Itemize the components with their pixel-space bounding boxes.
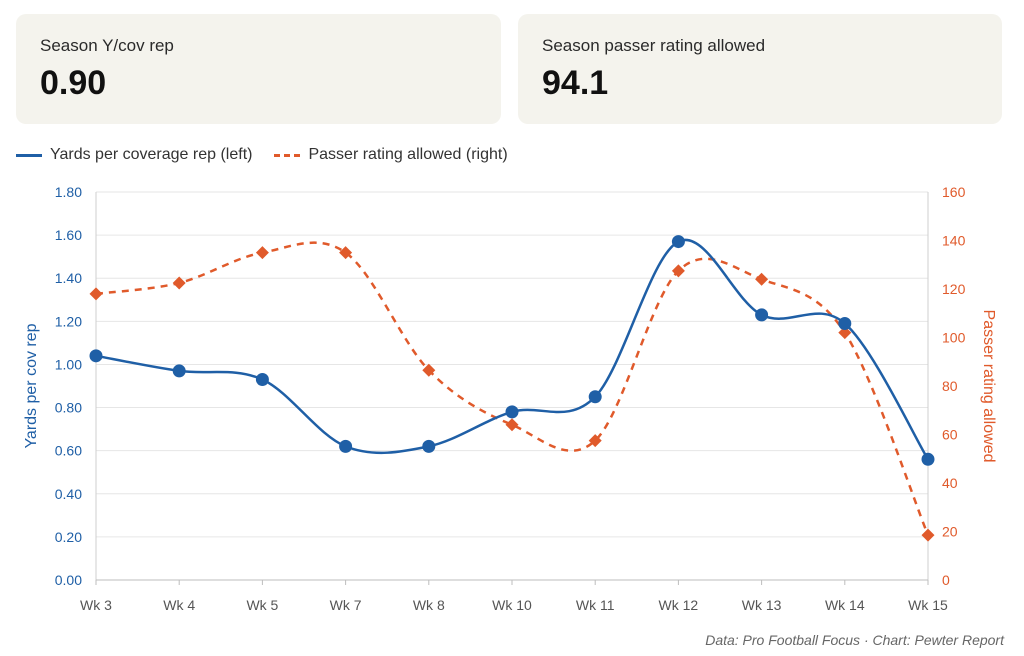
passer-rating-point <box>339 246 353 260</box>
yards-point <box>89 349 103 363</box>
legend-item-yards[interactable]: Yards per coverage rep (left) <box>16 146 252 164</box>
passer-rating-point <box>588 434 602 448</box>
series-yards-line <box>95 238 930 460</box>
y-left-tick-label: 1.80 <box>55 184 82 200</box>
y-left-tick-label: 0.20 <box>55 529 82 545</box>
passer-rating-point <box>172 276 186 290</box>
x-tick-label: Wk 5 <box>246 597 278 613</box>
x-tick-label: Wk 13 <box>742 597 782 613</box>
yards-point <box>671 235 685 249</box>
legend-label: Yards per coverage rep (left) <box>50 146 253 163</box>
stat-card-label: Season Y/cov rep <box>40 36 174 55</box>
y-right-tick-label: 20 <box>942 524 958 540</box>
yards-point <box>339 439 353 453</box>
yards-point <box>505 405 519 419</box>
passer-rating-point <box>255 246 269 260</box>
y-left-tick-label: 0.00 <box>55 572 82 588</box>
y-left-axis-title: Yards per cov rep <box>23 323 40 448</box>
passer-rating-point <box>422 363 436 377</box>
yards-point <box>422 439 436 453</box>
dual-axis-line-chart: 0.00 0.20 0.40 0.60 0.80 1.00 1.20 1.40 1.60 1.80… <box>23 184 997 613</box>
passer-rating-point <box>755 272 769 286</box>
stat-card-value: 94.1 <box>542 64 609 102</box>
passer-rating-point <box>921 528 935 542</box>
y-right-tick-label: 80 <box>942 378 958 394</box>
yards-point <box>838 316 852 330</box>
stat-card-passer-rating: Season passer rating allowed 94.1 <box>518 14 1002 124</box>
stat-card-label: Season passer rating allowed <box>542 36 766 55</box>
y-left-tick-label: 1.20 <box>55 313 82 329</box>
y-right-tick-label: 120 <box>942 281 966 297</box>
x-tick-label: Wk 4 <box>163 597 195 613</box>
series-passer-rating-line <box>95 241 930 536</box>
x-tick-label: Wk 14 <box>825 597 865 613</box>
passer-rating-point <box>838 326 852 340</box>
yards-point <box>255 373 269 387</box>
yards-point <box>588 390 602 404</box>
source-credit: Data: Pro Football Focus · Chart: Pewter… <box>705 632 1004 648</box>
stat-card-yards-per-cov-rep: Season Y/cov rep 0.90 <box>16 14 501 124</box>
y-right-tick-label: 160 <box>942 184 966 200</box>
y-left-tick-label: 0.60 <box>55 443 82 459</box>
y-left-tick-label: 1.60 <box>55 227 82 243</box>
y-left-tick-label: 1.00 <box>55 356 82 372</box>
y-right-tick-label: 100 <box>942 330 966 346</box>
passer-rating-point <box>671 264 685 278</box>
x-tick-label: Wk 3 <box>80 597 112 613</box>
x-tick-label: Wk 10 <box>492 597 532 613</box>
legend-swatch-solid <box>16 153 42 157</box>
x-tick-label: Wk 7 <box>330 597 362 613</box>
x-tick-label: Wk 8 <box>413 597 445 613</box>
stat-card-value: 0.90 <box>40 64 107 102</box>
x-tick-label: Wk 15 <box>908 597 948 613</box>
x-tick-label: Wk 11 <box>576 597 615 613</box>
yards-point <box>921 452 935 466</box>
x-tick-label: Wk 12 <box>659 597 699 613</box>
yards-point <box>755 308 769 322</box>
passer-rating-point <box>89 287 103 301</box>
y-right-tick-label: 40 <box>942 475 958 491</box>
legend-swatch-dashed <box>274 153 301 157</box>
passer-rating-point <box>505 418 519 432</box>
y-left-tick-label: 0.80 <box>55 400 82 416</box>
yards-point <box>172 364 186 378</box>
legend-item-passer-rating[interactable]: Passer rating allowed (right) <box>274 146 508 164</box>
y-right-tick-label: 0 <box>942 572 950 588</box>
chart-legend: Yards per coverage rep (left) Passer rat… <box>16 146 530 164</box>
y-right-axis-title: Passer rating allowed <box>980 310 997 463</box>
y-left-tick-label: 0.40 <box>55 486 82 502</box>
legend-label: Passer rating allowed (right) <box>308 146 508 163</box>
y-right-tick-label: 60 <box>942 427 958 443</box>
y-left-tick-label: 1.40 <box>55 270 82 286</box>
y-right-tick-label: 140 <box>942 233 966 249</box>
